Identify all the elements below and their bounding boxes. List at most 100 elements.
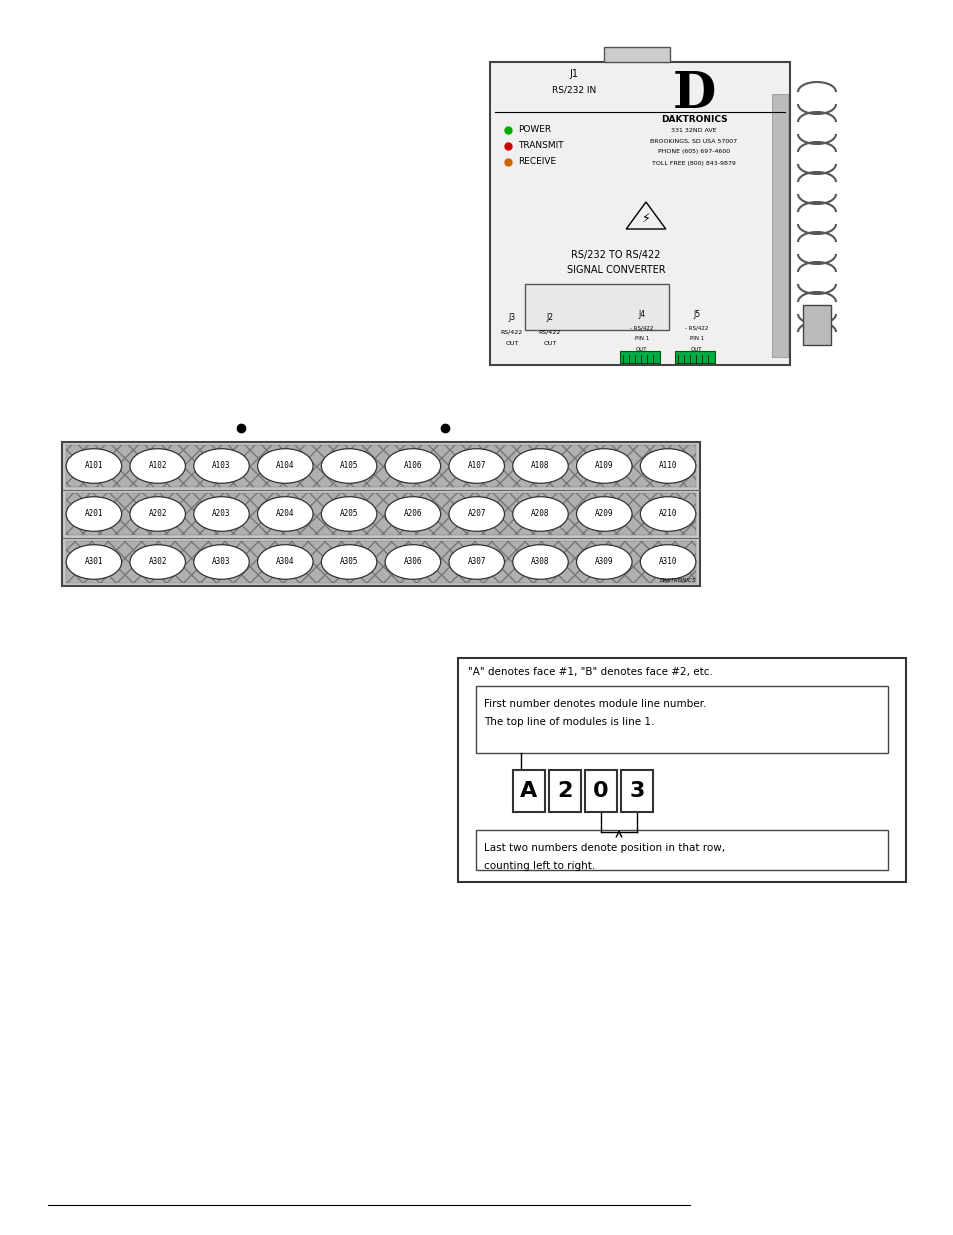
Text: A107: A107 <box>467 462 485 471</box>
Text: The top line of modules is line 1.: The top line of modules is line 1. <box>483 718 654 727</box>
Text: A302: A302 <box>149 557 167 567</box>
Text: A110: A110 <box>659 462 677 471</box>
Text: A109: A109 <box>595 462 613 471</box>
Ellipse shape <box>321 545 376 579</box>
Ellipse shape <box>193 545 249 579</box>
Text: A210: A210 <box>659 510 677 519</box>
Ellipse shape <box>257 545 313 579</box>
Text: J3: J3 <box>508 312 515 322</box>
Bar <box>603 47 669 62</box>
Ellipse shape <box>449 496 504 531</box>
Text: J5: J5 <box>693 310 700 319</box>
Ellipse shape <box>321 448 376 483</box>
Ellipse shape <box>130 545 185 579</box>
Ellipse shape <box>321 496 376 531</box>
Ellipse shape <box>385 545 440 579</box>
Ellipse shape <box>449 448 504 483</box>
Ellipse shape <box>639 448 695 483</box>
Bar <box>548 769 580 811</box>
Text: 331 32ND AVE: 331 32ND AVE <box>671 127 716 132</box>
Ellipse shape <box>385 448 440 483</box>
Text: A306: A306 <box>403 557 422 567</box>
Bar <box>619 351 659 363</box>
Text: A301: A301 <box>85 557 103 567</box>
Ellipse shape <box>130 496 185 531</box>
Bar <box>66 445 696 487</box>
Text: A308: A308 <box>531 557 549 567</box>
Ellipse shape <box>576 496 632 531</box>
Text: POWER: POWER <box>517 126 551 135</box>
Ellipse shape <box>130 448 185 483</box>
Text: 3: 3 <box>629 781 644 802</box>
Text: "A" denotes face #1, "B" denotes face #2, etc.: "A" denotes face #1, "B" denotes face #2… <box>468 667 712 677</box>
Text: PIN 1: PIN 1 <box>689 336 703 341</box>
Text: A201: A201 <box>85 510 103 519</box>
Bar <box>66 541 696 583</box>
Text: A108: A108 <box>531 462 549 471</box>
Text: A106: A106 <box>403 462 422 471</box>
Text: 2: 2 <box>557 781 572 802</box>
Text: DAKTRONICS: DAKTRONICS <box>659 578 696 583</box>
Ellipse shape <box>193 496 249 531</box>
Text: TOLL FREE (800) 843-9879: TOLL FREE (800) 843-9879 <box>652 161 735 165</box>
Text: RS/422: RS/422 <box>500 329 522 333</box>
Bar <box>584 769 617 811</box>
Ellipse shape <box>257 448 313 483</box>
Text: A206: A206 <box>403 510 422 519</box>
Ellipse shape <box>66 496 122 531</box>
Text: A101: A101 <box>85 462 103 471</box>
Text: ⚡: ⚡ <box>641 211 650 225</box>
Bar <box>771 94 787 357</box>
Text: RS/422: RS/422 <box>538 329 560 333</box>
Text: A303: A303 <box>212 557 231 567</box>
Text: A104: A104 <box>275 462 294 471</box>
Ellipse shape <box>66 448 122 483</box>
Text: A204: A204 <box>275 510 294 519</box>
Bar <box>62 442 700 585</box>
Text: SIGNAL CONVERTER: SIGNAL CONVERTER <box>566 266 664 275</box>
Text: OUT: OUT <box>636 347 647 352</box>
Bar <box>620 769 652 811</box>
Bar <box>802 305 830 345</box>
Bar <box>457 658 905 882</box>
Text: BROOKINGS, SD USA 57007: BROOKINGS, SD USA 57007 <box>650 138 737 143</box>
Text: A310: A310 <box>659 557 677 567</box>
Text: RS/232 IN: RS/232 IN <box>551 85 596 95</box>
Text: - RS/422: - RS/422 <box>630 325 653 330</box>
Bar <box>524 284 668 330</box>
Text: A203: A203 <box>212 510 231 519</box>
Bar <box>66 493 696 535</box>
Ellipse shape <box>66 545 122 579</box>
Text: A103: A103 <box>212 462 231 471</box>
Text: OUT: OUT <box>543 341 557 346</box>
Text: A209: A209 <box>595 510 613 519</box>
Text: counting left to right.: counting left to right. <box>483 861 595 871</box>
Ellipse shape <box>512 496 568 531</box>
Text: A: A <box>519 781 537 802</box>
Text: A105: A105 <box>339 462 358 471</box>
Text: A307: A307 <box>467 557 485 567</box>
Text: PIN 1: PIN 1 <box>634 336 648 341</box>
Text: DAKTRONICS: DAKTRONICS <box>660 115 726 124</box>
Ellipse shape <box>639 545 695 579</box>
Ellipse shape <box>193 448 249 483</box>
Bar <box>513 769 544 811</box>
Text: A304: A304 <box>275 557 294 567</box>
Ellipse shape <box>512 545 568 579</box>
Text: J1: J1 <box>569 69 578 79</box>
Bar <box>476 685 887 753</box>
Ellipse shape <box>385 496 440 531</box>
Text: A102: A102 <box>149 462 167 471</box>
Text: First number denotes module line number.: First number denotes module line number. <box>483 699 705 709</box>
Ellipse shape <box>576 545 632 579</box>
Text: PHONE (605) 697-4600: PHONE (605) 697-4600 <box>658 149 729 154</box>
Bar <box>490 62 789 366</box>
Bar <box>476 830 887 869</box>
Text: 0: 0 <box>593 781 608 802</box>
Text: - RS/422: - RS/422 <box>684 325 708 330</box>
Ellipse shape <box>639 496 695 531</box>
Ellipse shape <box>257 496 313 531</box>
Text: RS/232 TO RS/422: RS/232 TO RS/422 <box>571 249 660 261</box>
Text: D: D <box>672 69 715 119</box>
Text: Last two numbers denote position in that row,: Last two numbers denote position in that… <box>483 844 724 853</box>
